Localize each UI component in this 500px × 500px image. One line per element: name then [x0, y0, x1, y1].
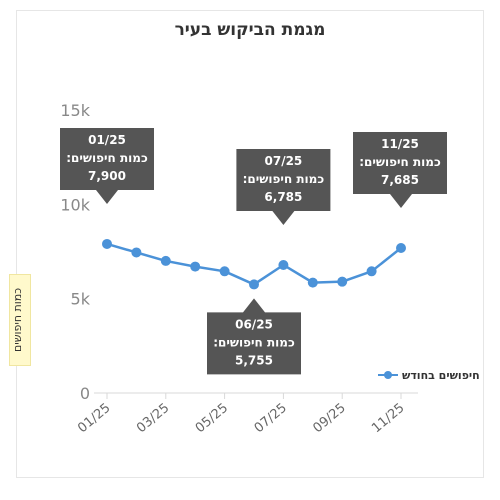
callout-text: 7,900	[88, 169, 126, 183]
x-tick-label: 09/25	[310, 401, 348, 437]
callout-text: 6,785	[264, 190, 302, 204]
callout-text: 5,755	[235, 353, 273, 367]
callout-text: 7,685	[381, 173, 419, 187]
legend-marker	[378, 370, 398, 380]
callout-text: כמות חיפושים:	[66, 151, 148, 165]
callout-box	[353, 132, 447, 209]
legend[interactable]: חיפושים בחודש	[378, 367, 488, 383]
y-tick-label: 15k	[60, 101, 90, 120]
y-axis-label-box	[9, 274, 31, 366]
x-tick-label: 11/25	[369, 401, 407, 437]
callout-box	[60, 127, 154, 204]
tooltip-callout: 11/25 כמות חיפושים: 7,685	[353, 132, 447, 209]
callout-box	[236, 148, 331, 225]
callout-text: 11/25	[381, 137, 419, 151]
y-tick-label: 5k	[71, 290, 91, 309]
x-tick-label: 05/25	[193, 401, 231, 437]
y-tick-label: 10k	[60, 195, 90, 214]
data-point	[307, 277, 318, 288]
callout-text: 07/25	[265, 154, 303, 168]
callout-text: 06/25	[235, 317, 273, 331]
y-tick-label: 0	[80, 384, 90, 403]
chart-title: מגמת הביקוש בעיר	[174, 20, 326, 40]
data-point	[337, 276, 348, 287]
data-point	[160, 255, 171, 266]
data-point	[366, 266, 377, 277]
chart-card	[16, 10, 484, 478]
series-line	[106, 242, 402, 286]
tooltip-callout: 07/25 כמות חיפושים: 6,785	[236, 148, 331, 225]
data-point	[249, 279, 259, 290]
data-point	[190, 261, 201, 272]
data-point	[131, 247, 142, 258]
callout-text: כמות חיפושים:	[243, 172, 325, 186]
callout-text: כמות חיפושים:	[359, 155, 441, 169]
tooltip-callout: 06/25 כמות חיפושים: 5,755	[207, 298, 301, 375]
data-point	[102, 238, 112, 249]
callout-text: כמות חיפושים:	[213, 335, 295, 349]
callout-text: 01/25	[88, 133, 126, 147]
callout-box	[207, 298, 301, 375]
legend-label: חיפושים בחודש	[402, 368, 480, 382]
data-point	[278, 259, 289, 270]
x-tick-label: 01/25	[75, 401, 113, 437]
x-tick-label: 07/25	[252, 401, 290, 437]
tooltip-callout: 01/25 כמות חיפושים: 7,900	[60, 127, 154, 204]
x-tick-label: 03/25	[134, 401, 172, 437]
data-point	[219, 266, 230, 277]
data-point	[396, 243, 406, 254]
